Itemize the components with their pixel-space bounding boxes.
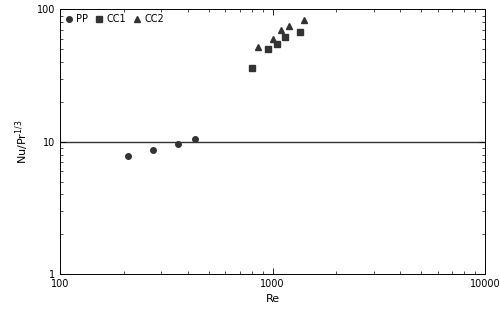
CC1 <box>274 42 280 46</box>
CC2 <box>270 37 276 41</box>
PP <box>175 142 181 146</box>
CC1 <box>297 31 303 34</box>
CC2 <box>254 45 260 49</box>
Legend: PP, CC1, CC2: PP, CC1, CC2 <box>63 12 166 26</box>
PP <box>126 154 132 158</box>
Line: CC1: CC1 <box>249 30 303 71</box>
Y-axis label: Nu/Pr$^{1/3}$: Nu/Pr$^{1/3}$ <box>14 120 31 164</box>
Line: PP: PP <box>126 137 198 159</box>
X-axis label: Re: Re <box>266 295 280 305</box>
PP <box>150 148 156 152</box>
CC1 <box>265 47 271 51</box>
CC1 <box>282 35 288 39</box>
Line: CC2: CC2 <box>254 17 306 50</box>
PP <box>192 138 198 141</box>
CC2 <box>300 18 306 22</box>
CC2 <box>278 28 284 32</box>
CC2 <box>286 24 292 28</box>
CC1 <box>249 66 255 70</box>
